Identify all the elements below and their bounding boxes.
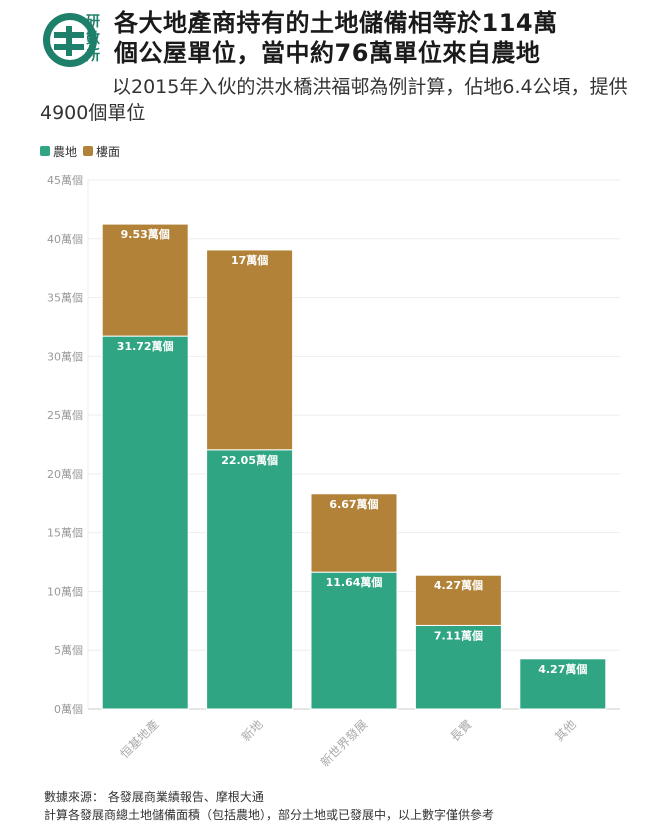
legend-label-floor-area: 樓面 — [96, 144, 121, 159]
legend-swatch-floor-area — [83, 146, 94, 156]
bar-segment — [101, 335, 189, 710]
data-label: 7.11萬個 — [434, 628, 483, 642]
bar-segment — [206, 449, 294, 710]
footer-note: 計算各發展商總土地儲備面積（包括農地），部分土地或已發展中，以上數字僅供參考 — [44, 808, 495, 822]
logo: 研數所 — [40, 8, 108, 72]
data-label: 4.27萬個 — [538, 662, 587, 676]
data-label: 11.64萬個 — [326, 575, 383, 589]
stacked-bar-chart: 0萬個 5萬個 10萬個 15萬個 20萬個 25萬個 30萬個 35萬個 40萬個 45萬個 31… — [47, 174, 620, 770]
data-label: 4.27萬個 — [434, 578, 483, 592]
page-title: 各大地產商持有的土地儲備相等於114萬 個公屋單位，當中約76萬單位來自農地 — [114, 8, 634, 68]
y-tick-label: 15萬個 — [47, 527, 83, 540]
y-tick-label: 25萬個 — [47, 409, 83, 422]
x-tick-label: 新地 — [238, 717, 266, 745]
legend-item-floor-area[interactable]: 樓面 — [83, 143, 120, 160]
y-tick-label: 45萬個 — [47, 174, 83, 187]
title-line-1: 各大地產商持有的土地儲備相等於114萬 — [114, 9, 558, 37]
x-tick-label: 新世界發展 — [317, 717, 370, 770]
bar-segment — [310, 571, 398, 710]
y-tick-label: 5萬個 — [54, 644, 83, 657]
data-label: 31.72萬個 — [117, 339, 174, 353]
data-label: 9.53萬個 — [121, 227, 170, 241]
chart-legend: 農地 樓面 — [40, 142, 126, 160]
x-tick-label: 長實 — [447, 717, 475, 745]
footer: 數據來源： 各發展商業績報告、摩根大通 計算各發展商總土地儲備面積（包括農地），… — [44, 788, 644, 824]
title-line-2: 個公屋單位，當中約76萬單位來自農地 — [114, 39, 541, 67]
y-tick-label: 40萬個 — [47, 233, 83, 246]
data-label: 6.67萬個 — [329, 497, 378, 511]
bar-segment — [101, 223, 189, 337]
legend-swatch-farmland — [40, 146, 50, 156]
x-tick-label: 其他 — [552, 717, 579, 744]
y-tick-label: 10萬個 — [47, 585, 83, 598]
logo-text: 研數所 — [86, 14, 100, 64]
bar-segment — [206, 249, 294, 451]
legend-item-farmland[interactable]: 農地 — [40, 143, 77, 160]
bar-segment — [519, 658, 607, 710]
subtitle: 以2015年入伙的洪水橋洪福邨為例計算，佔地6.4公頃，提供4900個單位 — [40, 76, 628, 124]
data-label: 22.05萬個 — [221, 453, 278, 467]
data-label: 17萬個 — [231, 253, 268, 267]
y-tick-label: 30萬個 — [47, 350, 83, 363]
bar-segment — [414, 574, 502, 626]
y-tick-label: 20萬個 — [47, 468, 83, 481]
bar-segment — [310, 493, 398, 573]
footer-source: 數據來源： 各發展商業績報告、摩根大通 — [44, 790, 264, 804]
y-tick-label: 35萬個 — [47, 292, 83, 305]
legend-label-farmland: 農地 — [53, 144, 78, 159]
y-tick-label: 0萬個 — [54, 703, 83, 716]
logo-mark — [43, 13, 97, 67]
bar-segment — [414, 624, 502, 710]
x-tick-label: 恒基地產 — [117, 717, 162, 762]
